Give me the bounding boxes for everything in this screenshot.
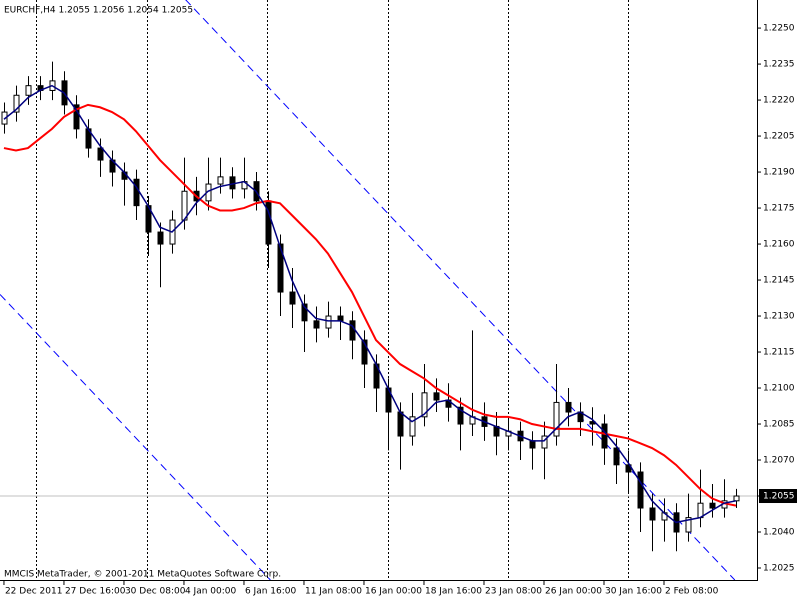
candle-body xyxy=(433,392,440,401)
moving-average xyxy=(3,84,737,524)
candle-body xyxy=(637,471,644,509)
candle-body xyxy=(397,411,404,437)
candle-body xyxy=(301,303,308,322)
candle-body xyxy=(325,315,332,329)
last-price-box xyxy=(759,489,797,504)
plot-area xyxy=(0,0,757,580)
y-tick-label: 1.2040 xyxy=(763,528,795,538)
y-tick-label: 1.2130 xyxy=(763,312,795,322)
x-tick-label: 4 Jan 00:00 xyxy=(185,587,237,597)
x-tick-label: 6 Jan 16:00 xyxy=(245,587,297,597)
last-price-label: 1.2055 xyxy=(763,492,795,502)
candle-body xyxy=(529,440,536,449)
candle-body xyxy=(277,243,284,293)
x-tick-label: 30 Jan 16:00 xyxy=(605,587,662,597)
y-tick-label: 1.2115 xyxy=(763,348,795,358)
x-tick-label: 26 Jan 00:00 xyxy=(545,587,602,597)
y-tick-label: 1.2235 xyxy=(763,60,795,70)
x-tick-label: 11 Jan 08:00 xyxy=(305,587,362,597)
x-tick-label: 18 Jan 16:00 xyxy=(425,587,482,597)
y-tick-label: 1.2175 xyxy=(763,204,795,214)
y-tick-label: 1.2250 xyxy=(763,24,795,34)
candle-body xyxy=(289,291,296,305)
y-tick-label: 1.2085 xyxy=(763,420,795,430)
y-tick-label: 1.2160 xyxy=(763,240,795,250)
candle-body xyxy=(349,320,356,341)
y-tick-label: 1.2220 xyxy=(763,96,795,106)
candle-body xyxy=(709,502,716,509)
chart-header: EURCHF,H4 1.2055 1.2056 1.2054 1.2055 xyxy=(4,6,193,16)
x-tick-label: 23 Jan 08:00 xyxy=(485,587,542,597)
candle-body xyxy=(733,495,740,502)
x-tick-label: 30 Dec 08:00 xyxy=(125,587,186,597)
x-tick-label: 22 Dec 2011 xyxy=(5,587,63,597)
candle-body xyxy=(421,392,428,418)
y-tick-label: 1.2100 xyxy=(763,384,795,394)
y-tick-label: 1.2070 xyxy=(763,456,795,466)
candle-body xyxy=(409,416,416,437)
y-tick-label: 1.2145 xyxy=(763,276,795,286)
candle-body xyxy=(457,406,464,425)
x-tick-label: 27 Dec 16:00 xyxy=(65,587,126,597)
moving-average xyxy=(3,103,737,507)
channel-line xyxy=(0,294,271,580)
candle-body xyxy=(565,401,572,413)
candle-body xyxy=(73,104,80,130)
candle-body xyxy=(97,147,104,161)
candle-body xyxy=(133,178,140,207)
candle-body xyxy=(613,447,620,466)
y-tick-label: 1.2025 xyxy=(763,564,795,574)
x-tick-label: 16 Jan 00:00 xyxy=(365,587,422,597)
candle-body xyxy=(157,231,164,245)
candle-body xyxy=(313,320,320,329)
y-tick-label: 1.2190 xyxy=(763,168,795,178)
candle-body xyxy=(13,94,20,113)
x-tick-label: 2 Feb 08:00 xyxy=(665,587,719,597)
candle-body xyxy=(217,176,224,185)
candle-body xyxy=(25,85,32,96)
candle-body xyxy=(685,517,692,533)
candle-body xyxy=(361,339,368,365)
y-tick-label: 1.2205 xyxy=(763,132,795,142)
copyright: MMCIS MetaTrader, © 2001-2011 MetaQuotes… xyxy=(4,570,281,580)
candle-body xyxy=(649,507,656,521)
candle-body xyxy=(601,423,608,449)
candle-body xyxy=(553,401,560,437)
candle-body xyxy=(541,435,548,449)
